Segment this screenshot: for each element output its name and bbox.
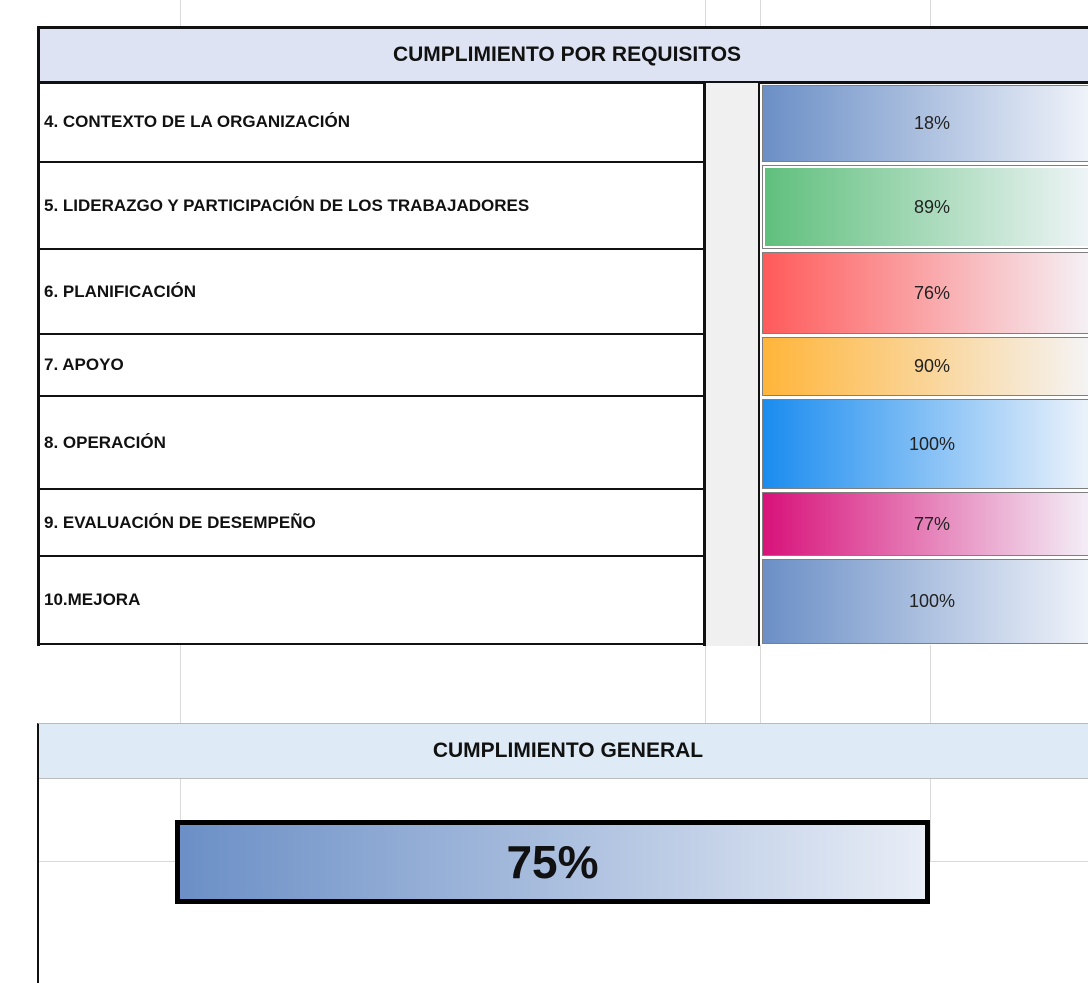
gridline <box>705 0 706 27</box>
requirement-value: 90% <box>762 337 1088 396</box>
requirement-label: 8. OPERACIÓN <box>40 397 703 490</box>
table-border <box>37 83 40 646</box>
requirement-value: 100% <box>762 399 1088 489</box>
spacer-column <box>703 83 760 646</box>
requirement-label: 4. CONTEXTO DE LA ORGANIZACIÓN <box>40 83 703 163</box>
requirement-value: 76% <box>762 252 1088 334</box>
table-title: CUMPLIMIENTO POR REQUISITOS <box>37 26 1088 84</box>
gridline <box>760 645 761 723</box>
requirement-value: 100% <box>762 559 1088 644</box>
requirement-label: 7. APOYO <box>40 335 703 397</box>
section-title: CUMPLIMIENTO GENERAL <box>37 723 1088 779</box>
requirement-label: 10.MEJORA <box>40 557 703 645</box>
requirement-label: 6. PLANIFICACIÓN <box>40 250 703 335</box>
gridline <box>180 0 181 27</box>
gridline <box>180 645 181 723</box>
gridline <box>930 779 931 861</box>
gridline <box>705 645 706 723</box>
requirement-label: 9. EVALUACIÓN DE DESEMPEÑO <box>40 490 703 557</box>
gridline <box>930 0 931 27</box>
gridline <box>760 0 761 27</box>
requirement-value: 89% <box>762 165 1088 249</box>
requirement-label: 5. LIDERAZGO Y PARTICIPACIÓN DE LOS TRAB… <box>40 163 703 250</box>
requirement-value: 77% <box>762 492 1088 556</box>
gridline <box>930 645 931 723</box>
requirement-value: 18% <box>762 85 1088 162</box>
general-value: 75% <box>175 820 930 904</box>
section-border <box>37 778 39 983</box>
